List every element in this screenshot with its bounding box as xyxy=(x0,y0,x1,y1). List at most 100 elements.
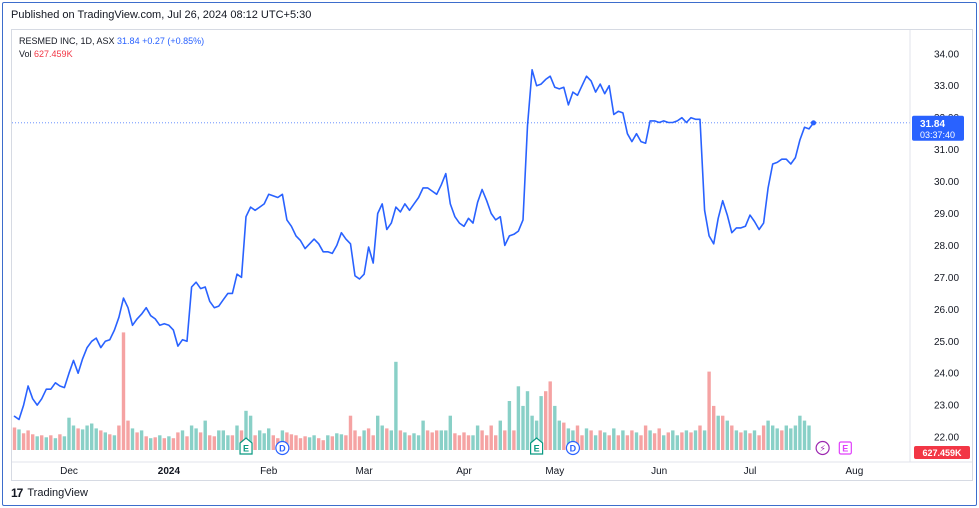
volume-bar xyxy=(798,415,802,450)
volume-bar xyxy=(680,432,684,450)
earnings-marker-icon xyxy=(530,437,544,455)
event-earnings: E xyxy=(239,437,253,455)
volume-bar xyxy=(571,430,575,450)
volume-bar xyxy=(498,420,502,450)
volume-bar xyxy=(35,436,39,450)
volume-bar xyxy=(752,430,757,450)
volume-bar xyxy=(480,430,484,450)
volume-bar xyxy=(525,391,530,450)
last-price-tag-countdown: 03:37:40 xyxy=(920,130,955,140)
volume-bar xyxy=(389,430,393,450)
volume-bar xyxy=(126,420,130,450)
footer-brand: TradingView xyxy=(27,487,88,499)
x-tick-label: Feb xyxy=(260,466,278,477)
volume-bar xyxy=(648,430,652,450)
volume-bar xyxy=(457,435,462,450)
tradingview-logo-icon: 17 xyxy=(11,486,23,500)
volume-bar xyxy=(339,434,344,450)
volume-bar xyxy=(258,430,262,450)
event-label: ⚡ xyxy=(819,444,825,454)
volume-bar xyxy=(212,436,216,450)
volume-bar xyxy=(85,425,89,450)
volume-bar xyxy=(285,432,289,450)
volume-bar xyxy=(748,433,752,450)
x-tick-label: 2024 xyxy=(158,466,181,477)
volume-bar xyxy=(326,435,330,450)
event-markers: E D E D ⚡ E xyxy=(239,437,852,456)
legend-symbol-row: RESMED INC, 1D, ASX 31.84 +0.27 (+0.85%) xyxy=(19,35,204,48)
volume-bar xyxy=(616,435,620,450)
published-caption: Published on TradingView.com, Jul 26, 20… xyxy=(11,9,312,21)
volume-bar xyxy=(176,432,180,450)
volume-bar xyxy=(698,425,702,450)
volume-bar xyxy=(439,430,443,450)
volume-bar xyxy=(248,415,253,450)
volume-bar xyxy=(398,430,403,450)
volume-bar xyxy=(453,433,457,450)
volume-bar xyxy=(516,386,521,450)
volume-bar xyxy=(539,396,543,450)
last-price-tag-bg xyxy=(912,115,964,141)
legend-volume-row: Vol 627.459K xyxy=(19,48,204,61)
x-tick-label: Mar xyxy=(355,466,373,477)
x-tick-label: Jun xyxy=(651,466,667,477)
volume-bars xyxy=(12,332,811,450)
y-tick-label: 31.00 xyxy=(934,145,959,156)
volume-bar xyxy=(271,435,275,450)
volume-bar xyxy=(603,432,607,450)
event-earnings: E xyxy=(530,437,544,455)
legend-change: +0.27 (+0.85%) xyxy=(142,36,205,46)
volume-bar xyxy=(693,430,698,450)
volume-bar xyxy=(198,432,203,450)
x-tick-label: Dec xyxy=(60,466,78,477)
volume-bar xyxy=(739,432,743,450)
volume-bar xyxy=(371,435,375,450)
last-price-dot xyxy=(810,120,817,126)
volume-bar xyxy=(462,432,466,450)
volume-bar xyxy=(734,430,739,450)
volume-bar xyxy=(394,361,398,450)
volume-bar xyxy=(289,434,294,450)
volume-bar xyxy=(503,430,507,450)
dividend-marker-icon xyxy=(565,440,581,456)
volume-bar xyxy=(652,433,657,450)
volume-bar xyxy=(789,428,793,450)
volume-bar xyxy=(553,405,557,450)
volume-bar xyxy=(425,430,430,450)
volume-bar xyxy=(403,432,407,450)
y-tick-label: 29.00 xyxy=(934,209,959,220)
volume-bar xyxy=(158,435,162,450)
event-dividend: D xyxy=(275,440,290,456)
volume-bar xyxy=(353,430,357,450)
y-tick-label: 26.00 xyxy=(934,305,959,316)
volume-bar xyxy=(189,425,194,450)
volume-bar xyxy=(144,436,148,450)
legend-vol-value: 627.459K xyxy=(34,49,73,59)
volume-bar xyxy=(507,401,512,450)
volume-bar xyxy=(90,423,94,450)
volume-bar xyxy=(566,428,571,450)
volume-bar xyxy=(421,420,425,450)
legend-last-price: 31.84 xyxy=(117,36,140,46)
volume-bar xyxy=(771,425,775,450)
volume-bar xyxy=(135,432,139,450)
volume-bar xyxy=(793,425,798,450)
volume-bar xyxy=(416,435,421,450)
volume-bar xyxy=(108,434,112,450)
legend-vol-label: Vol xyxy=(19,49,32,59)
x-tick-label: Jul xyxy=(744,466,757,477)
volume-bar xyxy=(121,332,126,450)
volume-bar xyxy=(31,434,35,450)
volume-bar xyxy=(621,430,625,450)
volume-bar xyxy=(312,435,316,450)
volume-bar xyxy=(80,429,85,450)
volume-bar xyxy=(671,430,675,450)
volume-bar xyxy=(103,432,107,450)
volume-bar xyxy=(112,435,117,450)
y-tick-label: 28.00 xyxy=(934,241,959,252)
